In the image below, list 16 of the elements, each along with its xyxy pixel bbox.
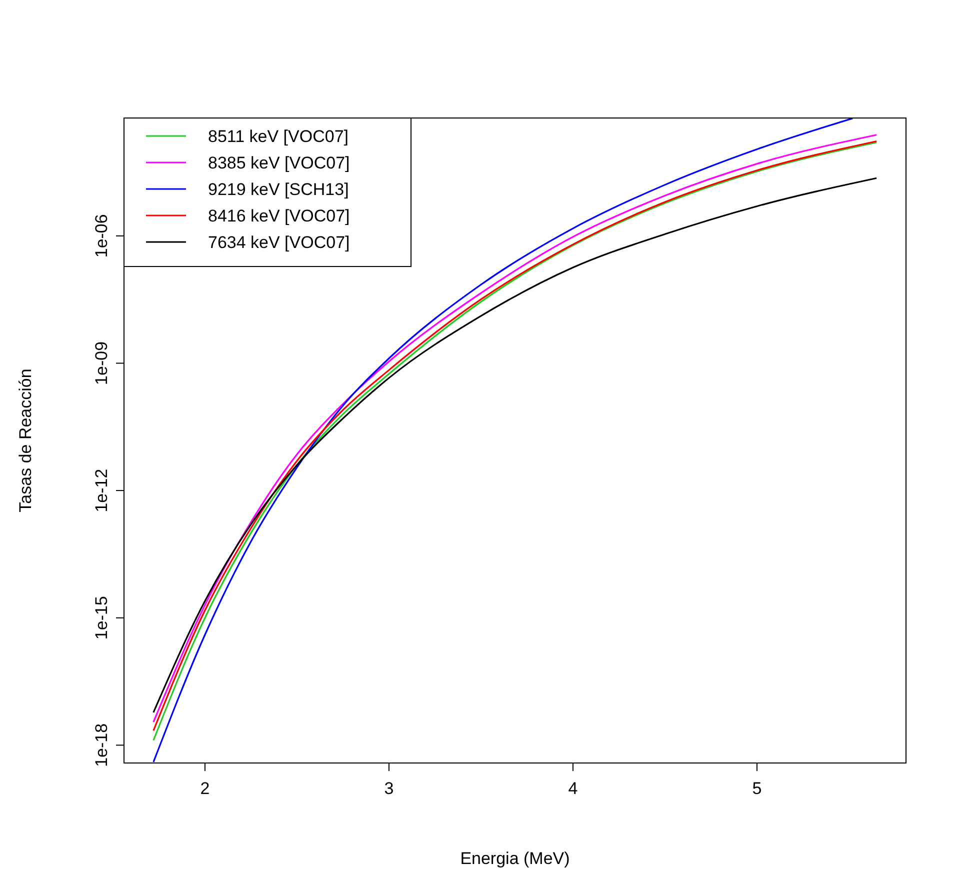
x-tick-label: 2: [200, 779, 210, 798]
y-axis-title: Tasas de Reacción: [16, 368, 35, 512]
y-tick-label: 1e-12: [92, 468, 111, 512]
legend-label: 7634 keV [VOC07]: [208, 233, 350, 252]
y-tick-label: 1e-18: [92, 723, 111, 767]
y-tick-label: 1e-06: [92, 214, 111, 258]
legend-label: 9219 keV [SCH13]: [208, 180, 349, 199]
y-tick-label: 1e-15: [92, 596, 111, 640]
x-tick-label: 4: [568, 779, 578, 798]
x-tick-label: 3: [384, 779, 394, 798]
y-tick-label: 1e-09: [92, 341, 111, 385]
legend-label: 8511 keV [VOC07]: [208, 127, 348, 146]
x-axis-title: Energia (MeV): [460, 849, 570, 868]
legend-label: 8385 keV [VOC07]: [208, 154, 350, 172]
x-tick-label: 5: [752, 779, 762, 798]
legend-label: 8416 keV [VOC07]: [208, 206, 350, 226]
